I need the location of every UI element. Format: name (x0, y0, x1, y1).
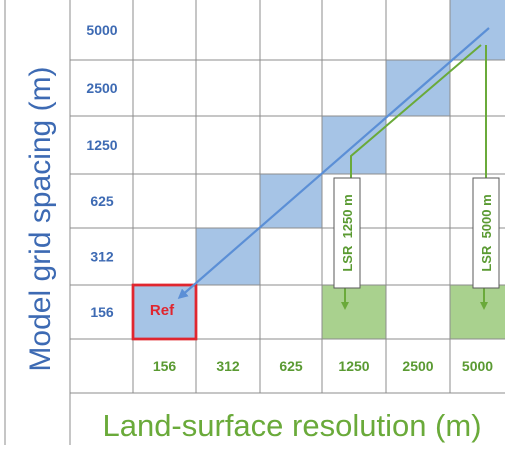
y-tick-label: 5000 (86, 22, 117, 38)
y-tick-label: 312 (90, 249, 114, 265)
x-axis-title: Land-surface resolution (m) (102, 408, 481, 443)
y-tick-label: 1250 (86, 137, 117, 153)
x-tick-label: 5000 (462, 358, 493, 374)
y-axis-title: Model grid spacing (m) (24, 66, 57, 371)
cell-lsr-1250-156 (322, 285, 386, 339)
ref-cell-border (131, 283, 198, 341)
lsr-box-5000-label: LSR 5000 m (479, 194, 494, 271)
arrows (177, 27, 490, 310)
axis-ticks: 5000 2500 1250 625 312 156 156 312 625 1250 2500 50… (86, 22, 493, 374)
x-tick-label: 1250 (338, 358, 369, 374)
grid-lines (4, 0, 505, 445)
cell-lsr-5000-156 (450, 285, 505, 339)
y-tick-label: 156 (90, 304, 114, 320)
x-tick-label: 156 (153, 358, 177, 374)
lsr-1250-connector (350, 44, 482, 178)
cell-diagonal-5000-5000 (450, 0, 505, 60)
lsr-box-1250-label: LSR 1250 m (340, 194, 355, 271)
y-tick-label: 2500 (86, 80, 117, 96)
x-tick-label: 625 (279, 358, 303, 374)
ref-label: Ref (150, 302, 175, 319)
x-tick-label: 312 (216, 358, 240, 374)
lsr-box-5000: LSR 5000 m (472, 177, 500, 289)
x-tick-label: 2500 (402, 358, 433, 374)
diagonal-arrow (177, 27, 490, 299)
cell-diagonal-2500-2500 (386, 60, 450, 116)
lsr-box-1250: LSR 1250 m (333, 177, 361, 289)
y-tick-label: 625 (90, 193, 114, 209)
